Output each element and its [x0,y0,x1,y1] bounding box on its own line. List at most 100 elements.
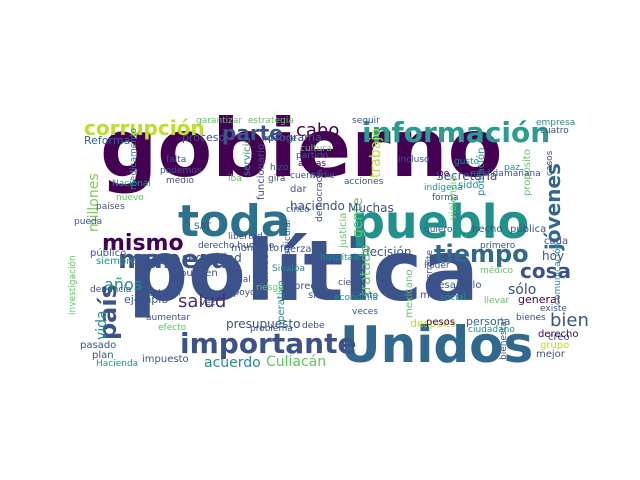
word-cierto: cierto [338,278,364,288]
word-ciudadano: ciudadano [468,325,515,335]
word-acciones: acciones [344,177,384,187]
word-indigena: indígena [424,183,463,193]
word-siempre: siempre [96,256,136,267]
word-podemos: podemos [160,166,202,176]
word-secretaria: Secretaría [436,169,497,183]
word-operativo: operativo [276,280,287,328]
word-forma: forma [432,193,459,203]
word-importante: importante [180,327,356,360]
word-asunto: asunto [256,252,272,300]
word-tiempo: tiempo [434,240,529,268]
word-servicio: servicio [242,137,253,176]
word-comunicacion: comunicación [552,243,563,305]
word-cinco: cinco [286,205,310,215]
word-haciendo: haciendo [290,199,345,213]
word-anos: años [104,275,142,294]
word-nadie: nadie [310,171,335,181]
word-ley: ley [226,266,243,279]
word-gusto: gusto [454,157,480,167]
word-aumentar: aumentar [146,313,190,323]
word-cosa: cosa [520,259,571,283]
word-general: general [518,293,560,306]
word-pais: país [94,284,122,340]
word-segunda: segunda [173,257,183,296]
word-unidos: Unidos [340,316,533,374]
word-millones: millones [86,173,102,232]
word-publica: pública [510,223,546,235]
word-corrupcion: corrupción [84,116,205,140]
word-salud: salud [178,291,226,312]
word-denuncia: denuncia [90,285,131,295]
word-sat: SAT [194,222,211,232]
word-cada: cada [544,236,568,247]
word-problema: problema [250,324,293,334]
word-manana: mañana [504,169,541,179]
word-seguridad: seguridad [182,251,242,265]
word-poblacion: población [475,148,487,196]
word-libertad: libertad [228,232,263,242]
word-gobierno: gobierno [100,102,503,195]
word-hecho: hecho [472,224,502,235]
word-apoyo: apoyo [228,288,256,298]
word-dar: dar [290,184,307,195]
word-particular: particular [283,218,293,262]
word-derecho: derecho [538,329,579,340]
word-partido: partido [296,151,329,161]
word-manera: manera [118,245,229,275]
word-nuevo: nuevo [116,193,144,203]
word-persona: persona [466,315,510,328]
word-publico: público [90,247,126,259]
word-democracia: democracia [315,169,325,222]
word-medida: medida [470,169,504,179]
word-medicamento: medicamento [129,127,139,190]
word-cultura: cultura [300,144,332,154]
word-bien: bien [550,310,589,331]
word-mejor: mejor [536,349,566,360]
word-medio: medio [166,176,195,186]
word-incluso: incluso [398,155,430,165]
word-reforma: Reforma [84,134,130,147]
word-vida: vida [94,310,110,340]
word-muchas: Muchas [348,201,394,215]
word-paises: países [96,202,125,212]
word-derecho-humano: derecho humano [198,241,275,251]
word-menos: menos [420,290,454,301]
word-creo: creo [548,332,570,343]
word-quiero: quiero [424,225,453,235]
word-fuerza: fuerza [280,244,312,255]
word-veces: veces [352,307,378,317]
word-armas: armas [298,159,326,169]
word-culiacan: Culiacán [266,354,326,370]
word-trabajo: trabajo [368,128,384,178]
word-hoy: hoy [542,249,564,263]
word-mismo: mismo [102,231,184,256]
word-tipo: tipo [432,169,450,179]
word-plan: plan [92,350,114,361]
word-decision: decisión [362,245,411,259]
word-hacienda: Hacienda [96,359,138,369]
word-poder: Poder [424,261,450,271]
word-pesos: pesos [426,317,455,328]
word-social: social [440,293,466,303]
word-informacion: información [362,116,550,149]
word-pasado: pasado [80,340,116,351]
word-seguir: seguir [352,116,380,126]
word-permite: permite [425,249,435,285]
word-estrategia: estrategia [248,116,294,126]
word-saber: saber [148,289,173,299]
word-justicia: justicia [338,213,349,249]
word-precio: precio [294,281,325,292]
word-desarrollo: desarrollo [432,280,481,291]
word-ejemplo: ejemplo [124,293,168,306]
word-proposito: propósito [521,149,533,196]
word-jovenes: jóvenes [541,163,565,251]
word-proceso: proceso [182,131,226,144]
word-hospitales: hospitales [320,253,366,263]
word-cuenta: cuenta [290,171,321,181]
word-impuesto: impuesto [142,354,189,365]
word-casos: casos [545,150,555,176]
word-riesgo: riesgo [256,283,284,293]
word-garantizar: garantizar [196,116,242,126]
word-solo: sólo [508,282,536,298]
word-cabo: cabo [296,120,339,141]
